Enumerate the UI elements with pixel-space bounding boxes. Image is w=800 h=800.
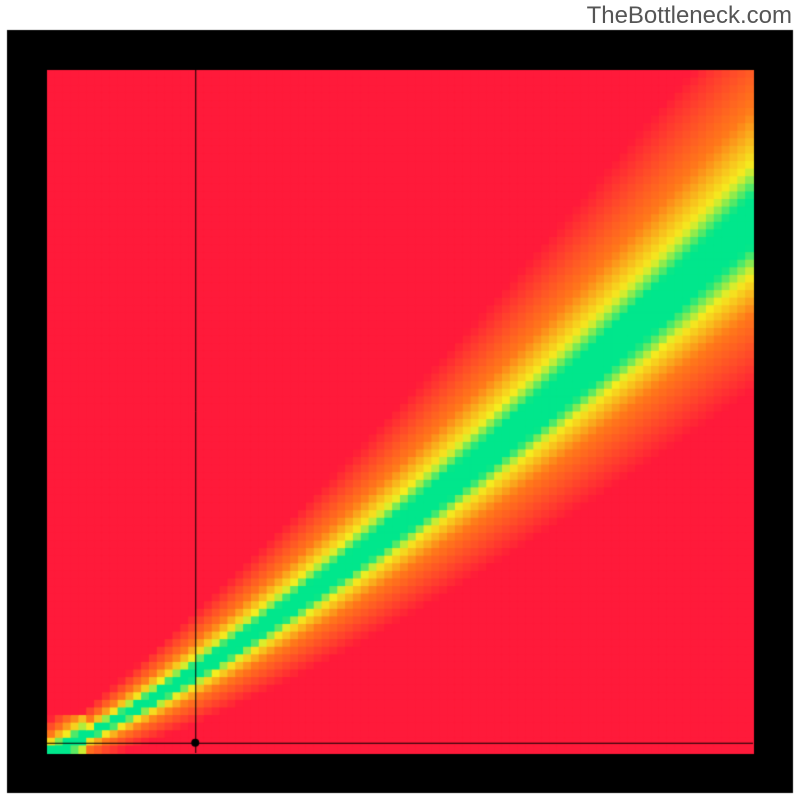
watermark-text: TheBottleneck.com — [587, 2, 792, 30]
heatmap-canvas — [0, 0, 800, 800]
root-container: TheBottleneck.com — [0, 0, 800, 800]
